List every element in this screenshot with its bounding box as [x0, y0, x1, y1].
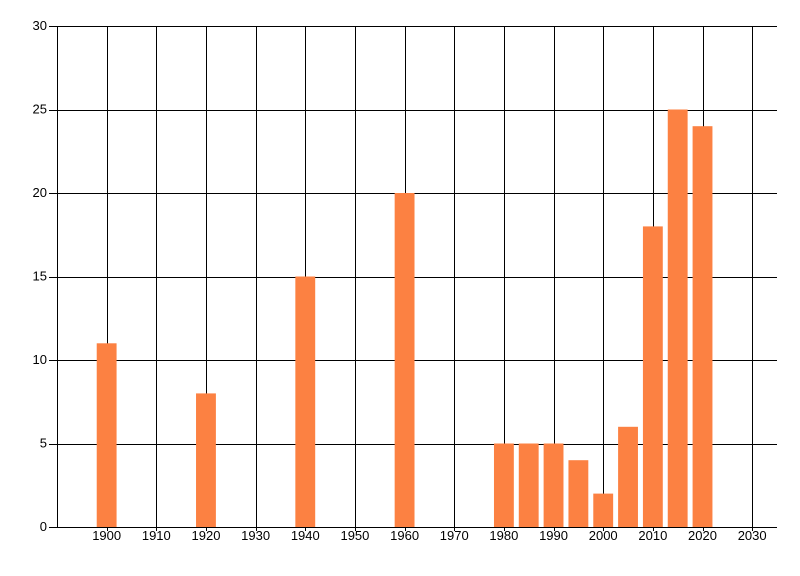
x-tick-label: 1980: [489, 528, 518, 543]
bar: [394, 193, 415, 527]
x-tick-label: 1990: [539, 528, 568, 543]
y-tick-label: 5: [40, 436, 47, 451]
bar: [568, 460, 589, 527]
x-tick-label: 2030: [738, 528, 767, 543]
bar: [692, 126, 713, 527]
bar: [493, 443, 514, 527]
x-tick-label: 1910: [142, 528, 171, 543]
x-tick-label: 1950: [340, 528, 369, 543]
bar: [518, 443, 539, 527]
bar: [642, 226, 663, 527]
y-tick-label: 10: [33, 352, 47, 367]
x-tick-label: 1970: [440, 528, 469, 543]
bar: [618, 426, 638, 527]
x-tick-label: 1900: [92, 528, 121, 543]
x-tick-label: 1960: [390, 528, 419, 543]
bar: [543, 443, 564, 527]
x-tick-label: 2000: [589, 528, 618, 543]
y-tick-label: 25: [33, 102, 47, 117]
x-tick-label: 1940: [291, 528, 320, 543]
x-tick-label: 2010: [638, 528, 667, 543]
x-tick-label: 1920: [192, 528, 221, 543]
bar: [667, 109, 688, 527]
y-tick-label: 0: [40, 519, 47, 534]
y-tick-label: 30: [33, 18, 47, 33]
bar: [96, 343, 117, 527]
bar: [295, 276, 316, 527]
bar: [593, 493, 614, 527]
x-tick-label: 2020: [688, 528, 717, 543]
bar: [196, 393, 216, 527]
y-tick-label: 20: [33, 185, 47, 200]
y-tick-label: 15: [33, 269, 47, 284]
x-tick-label: 1930: [241, 528, 270, 543]
